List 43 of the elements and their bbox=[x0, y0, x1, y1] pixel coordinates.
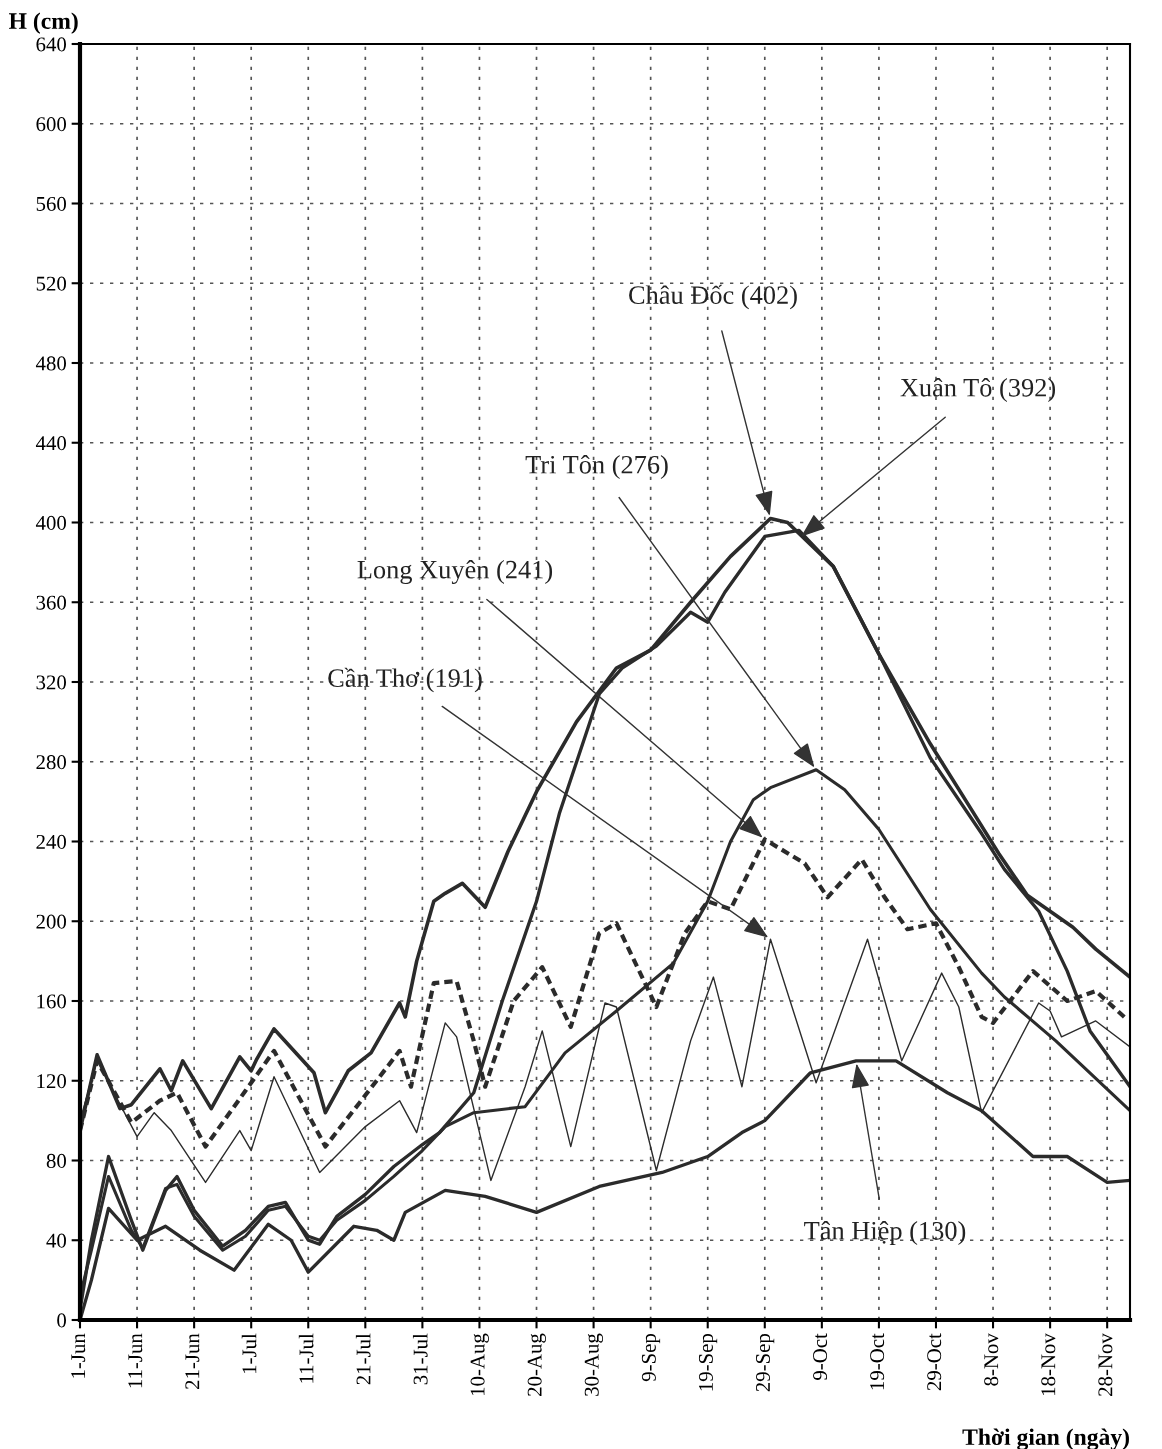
annotation: Cần Thơ (191) bbox=[328, 667, 482, 693]
y-tick-label: 240 bbox=[36, 834, 67, 849]
x-tick-label: 9-Sep bbox=[641, 1334, 661, 1382]
y-tick-label: 200 bbox=[36, 914, 67, 929]
x-tick-label: 20-Aug bbox=[527, 1333, 546, 1396]
x-tick-label: 11-Jul bbox=[298, 1333, 314, 1383]
y-tick-label: 0 bbox=[57, 1313, 67, 1328]
x-tick-label: 21-Jul bbox=[355, 1333, 371, 1385]
y-tick-label: 80 bbox=[46, 1153, 67, 1168]
x-tick-label: 1-Jun bbox=[71, 1333, 86, 1378]
x-tick-label: 10-Aug bbox=[470, 1333, 489, 1396]
x-tick-label: 21-Jun bbox=[185, 1333, 200, 1389]
x-tick-label: 9-Oct bbox=[813, 1333, 828, 1380]
x-tick-label: 29-Sep bbox=[756, 1334, 775, 1392]
y-tick-label: 320 bbox=[36, 675, 67, 690]
y-tick-label: 520 bbox=[36, 276, 67, 291]
x-tick-label: 28-Nov bbox=[1098, 1333, 1113, 1396]
x-tick-label: 1-Jul bbox=[241, 1333, 257, 1374]
y-tick-label: 480 bbox=[35, 356, 67, 371]
x-tick-label: 19-Sep bbox=[698, 1334, 718, 1391]
x-tick-label: 18-Nov bbox=[1041, 1333, 1056, 1396]
x-tick-label: 29-Oct bbox=[927, 1333, 942, 1391]
x-tick-label: 30-Aug bbox=[584, 1333, 604, 1396]
x-tick-label: 11-Jun bbox=[128, 1333, 143, 1388]
x-tick-label: 31-Jul bbox=[412, 1333, 428, 1385]
y-tick-label: 40 bbox=[46, 1233, 67, 1248]
y-tick-label: 360 bbox=[36, 595, 67, 610]
x-tick-label: 8-Nov bbox=[984, 1333, 999, 1386]
y-tick-label: 160 bbox=[37, 994, 67, 1009]
annotation: Tân Hiệp (130) bbox=[804, 1221, 966, 1245]
y-tick-label: 400 bbox=[35, 515, 67, 530]
y-tick-label: 280 bbox=[36, 755, 67, 770]
y-tick-label: 120 bbox=[37, 1074, 67, 1089]
annotation: Tri Tôn (276) bbox=[525, 455, 668, 479]
x-tick-label: 19-Oct bbox=[870, 1333, 885, 1390]
y-axis-title: H (cm) bbox=[9, 12, 78, 34]
annotation: Xuân Tô (392) bbox=[900, 378, 1056, 402]
annotation: Long Xuyên (241) bbox=[357, 559, 553, 585]
y-tick-label: 440 bbox=[35, 436, 67, 451]
y-tick-label: 640 bbox=[36, 37, 67, 52]
y-tick-label: 560 bbox=[36, 196, 67, 211]
y-tick-label: 600 bbox=[36, 117, 67, 132]
annotation: Châu Đốc (402) bbox=[629, 284, 797, 310]
